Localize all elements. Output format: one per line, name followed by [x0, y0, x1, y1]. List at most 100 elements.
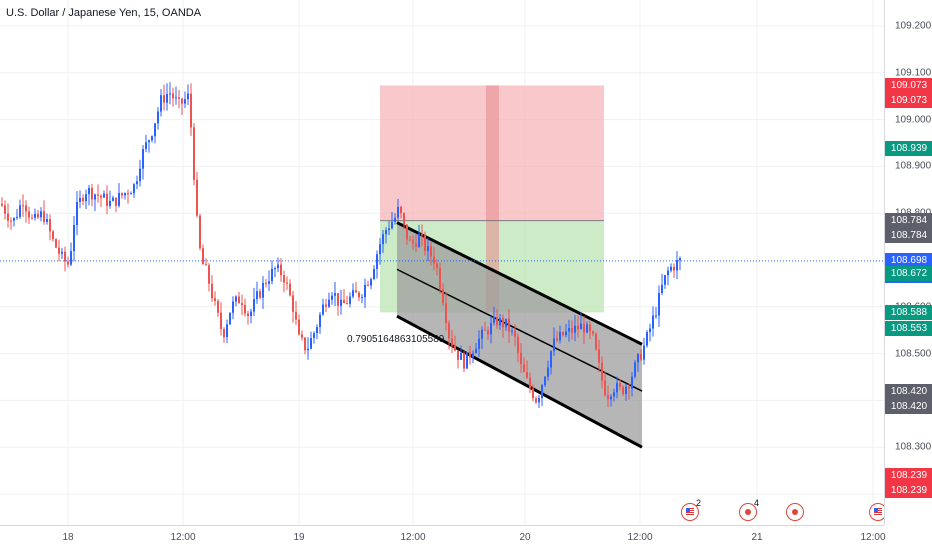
economic-event-1[interactable]: 2 — [681, 498, 701, 521]
candle-body — [208, 265, 210, 284]
candle-body — [154, 123, 156, 137]
candle-body — [16, 216, 18, 219]
price-tag: 109.073 — [885, 77, 932, 93]
candle-body — [112, 197, 114, 201]
candle-body — [325, 304, 327, 307]
price-tick-label: 108.300 — [895, 441, 932, 453]
candle-body — [505, 318, 507, 328]
price-tag: 108.420 — [885, 383, 932, 399]
candle-body — [10, 220, 12, 222]
candle-body — [268, 281, 270, 284]
chart-plot-area[interactable]: U.S. Dollar / Japanese Yen, 15, OANDA 0.… — [0, 0, 884, 525]
candle-body — [460, 353, 462, 360]
candle-body — [379, 244, 381, 255]
candle-body — [301, 334, 303, 338]
candle-body — [295, 311, 297, 320]
candle-body — [508, 318, 510, 332]
price-tag: 108.588 — [885, 304, 932, 320]
candle-body — [661, 284, 663, 293]
candle-body — [427, 246, 429, 251]
candle-body — [250, 311, 252, 316]
candle-body — [679, 258, 681, 261]
candle-body — [595, 333, 597, 350]
economic-event-3[interactable] — [786, 503, 804, 521]
candle-body — [34, 213, 36, 218]
candle-body — [64, 251, 66, 262]
candle-body — [196, 179, 198, 216]
candle-body — [589, 324, 591, 332]
candle-body — [244, 305, 246, 314]
candle-body — [331, 295, 333, 300]
time-tick-label: 12:00 — [860, 532, 886, 543]
candle-body — [136, 181, 138, 185]
candle-body — [130, 193, 132, 195]
price-scale[interactable]: 109.200109.100109.000108.900108.800108.6… — [884, 0, 932, 525]
candle-body — [172, 93, 174, 99]
candle-body — [415, 243, 417, 247]
candle-body — [442, 289, 444, 304]
time-tick-label: 12:00 — [627, 532, 653, 543]
candle-body — [160, 95, 162, 112]
candle-body — [187, 93, 189, 100]
candle-body — [214, 298, 216, 302]
candle-body — [151, 136, 153, 141]
candle-body — [184, 99, 186, 104]
candle-body — [124, 193, 126, 196]
candle-body — [316, 327, 318, 334]
candle-body — [607, 395, 609, 400]
candle-body — [226, 324, 228, 338]
candlestick-chart[interactable] — [0, 0, 884, 525]
candle-body — [109, 200, 111, 207]
candle-body — [601, 362, 603, 381]
candle-body — [547, 367, 549, 377]
price-tag: 108.420 — [885, 398, 932, 414]
us-flag-event-icon — [686, 508, 694, 515]
candle-body — [403, 213, 405, 225]
candle-body — [277, 264, 279, 269]
candle-body — [247, 313, 249, 316]
candle-body — [475, 348, 477, 354]
candle-body — [544, 376, 546, 386]
candle-body — [634, 362, 636, 377]
candle-body — [523, 364, 525, 373]
candle-body — [583, 323, 585, 333]
economic-event-4[interactable] — [869, 503, 884, 521]
candle-body — [502, 318, 504, 328]
candle-body — [373, 268, 375, 280]
candle-body — [535, 398, 537, 403]
candle-body — [265, 283, 267, 285]
candle-body — [58, 247, 60, 254]
time-tick-label: 19 — [293, 532, 305, 543]
candle-body — [271, 268, 273, 282]
candle-body — [448, 323, 450, 339]
economic-event-2[interactable]: 4 — [739, 498, 759, 521]
time-scale[interactable]: 18 12:00 19 12:00 20 12:00 21 12:00 — [0, 525, 886, 550]
candle-body — [349, 296, 351, 304]
price-tag: 108.784 — [885, 213, 932, 229]
candle-body — [190, 93, 192, 128]
candle-body — [313, 333, 315, 338]
candle-body — [121, 192, 123, 196]
candle-body — [262, 283, 264, 298]
time-tick-label: 18 — [62, 532, 74, 543]
price-tag: 108.784 — [885, 228, 932, 244]
candle-body — [25, 205, 27, 212]
candle-body — [466, 352, 468, 369]
candle-body — [553, 338, 555, 352]
candle-body — [424, 235, 426, 251]
candle-body — [70, 251, 72, 265]
candle-body — [334, 293, 336, 296]
candle-body — [286, 282, 288, 284]
candle-body — [40, 211, 42, 218]
candle-body — [418, 233, 420, 247]
candle-body — [31, 217, 33, 219]
candle-body — [520, 352, 522, 365]
candle-body — [211, 283, 213, 299]
candle-body — [283, 275, 285, 283]
candle-body — [97, 194, 99, 196]
candle-body — [397, 206, 399, 218]
candle-body — [562, 331, 564, 336]
candle-body — [355, 290, 357, 293]
price-tick-label: 109.100 — [895, 67, 932, 79]
candle-body — [628, 386, 630, 389]
